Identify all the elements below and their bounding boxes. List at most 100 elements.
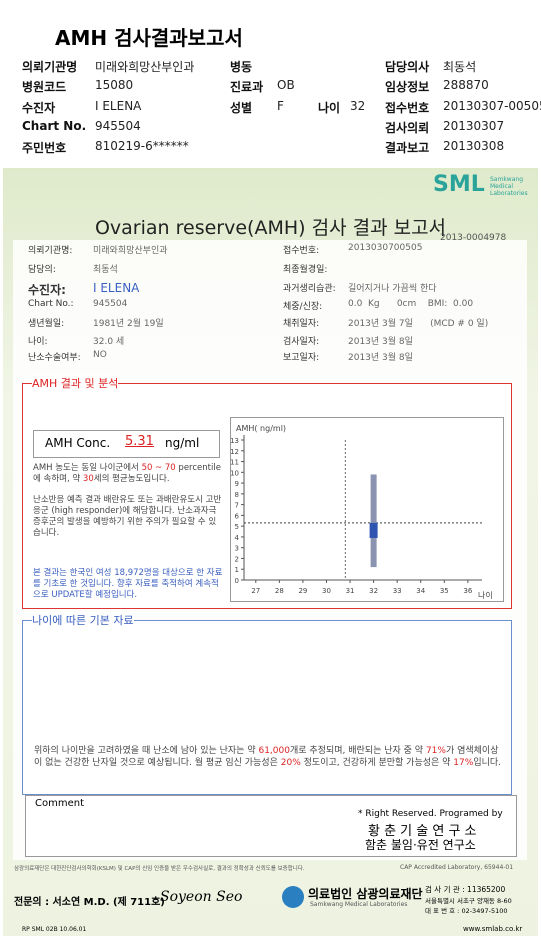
logo-mark [282,886,304,908]
field-value: 최동석 [443,60,477,74]
y-tick-label: 6 [235,512,240,520]
field-label: 나이: [28,337,48,347]
box [369,522,378,538]
field-label: 임상정보 [385,80,430,94]
y-tick-label: 8 [235,491,239,499]
field-value: 15080 [95,78,134,92]
field-value: 20130308 [443,139,505,153]
paragraph: 본 결과는 한국인 여성 18,972명을 대상으로 한 자료를 기초로 한 것… [33,568,223,600]
phone: 대 표 번 호 : 02-3497-5100 [425,907,508,915]
field-label: 나이 [318,101,341,115]
field-label: 병원코드 [22,80,67,94]
title: AMH 검사결과보고서 [55,26,243,50]
signature: Soyeon Seo [160,889,243,905]
chart-box [230,417,504,602]
field-label: 담당의사 [385,60,430,74]
range [370,474,377,568]
cap: CAP Accredited Laboratory, 65944-01 [400,864,514,871]
text-run: percentile에 속하며, 약 [33,463,221,484]
logo: SML [433,172,485,197]
y-tick-label: 13 [230,437,239,445]
field-value: 810219-6****** [95,139,189,153]
field-value: 20130307 [443,119,505,133]
field-label: 주민번호 [22,141,67,155]
conc-box [33,430,220,458]
y-tick-label: 5 [235,523,239,531]
lab-name: 황 춘 기 술 연 구 소 [368,824,477,839]
field-label: 검사의뢰 [385,121,430,135]
field-value: I ELENA [95,99,142,113]
comment-box [25,795,517,857]
field-label: 수진자: [28,283,66,297]
x-tick-label: 32 [369,587,378,595]
text-run: 71% [425,746,446,756]
paragraph: 난소반응 예측 결과 배란유도 또는 과배란유도시 고반응군 (high res… [33,495,222,538]
text-run: 세의 평균농도입니다. [93,474,170,484]
conc-unit: ng/ml [165,436,200,450]
field-label: 체중/신장: [283,302,323,312]
x-tick-label: 30 [322,587,331,595]
report-number: 2013-0004978 [440,233,507,243]
logo-sub: Samkwang Medical Laboratories [490,176,528,197]
field-label: 의뢰기관명 [22,60,78,74]
org-en: Samkwang Medical Laboratories [310,901,408,908]
text-run: 가 염색체이상이 없는 건강한 난자일 것으로 예상됩니다. 월 평균 임신 가… [34,746,499,768]
field-value: 20130307-00505 [443,99,541,113]
text-run: 정도이고, 건강하게 분만할 가능성은 약 [300,758,454,768]
report-title: Ovarian reserve(AMH) 검사 결과 보고서 [94,217,447,239]
field-label: 진료과 [230,80,264,94]
field-label: 보고일자: [283,353,320,363]
field-value: I ELENA [93,281,140,295]
text-run: 30 [82,474,94,484]
y-axis-label: AMH( ng/ml) [236,424,286,433]
y-tick-label: 11 [230,459,239,467]
field-label: 의뢰기관명: [28,246,73,256]
field-value: 최동석 [93,265,118,275]
y-tick-label: 2 [235,555,239,563]
field-value: OB [277,78,295,92]
y-tick-label: 9 [235,480,239,488]
field-value: 0.0 Kg 0cm BMI: 0.00 [348,299,474,309]
field-label: 접수번호 [385,101,430,115]
field-value: 288870 [443,78,489,92]
y-tick-label: 7 [235,502,239,510]
lab-name: 함춘 불임·유전 연구소 [365,838,476,852]
field-label: 성별 [230,101,253,115]
x-tick-label: 34 [416,587,425,595]
field-label: 접수번호: [283,246,320,256]
text-run: 20% [280,758,301,768]
text-run: 50 ~ 70 [141,463,176,473]
field-label: 수진자 [22,101,56,115]
conc-label: AMH Conc. [45,436,111,450]
address: 서울특별시 서초구 양재동 8-60 [425,897,512,905]
x-tick-label: 36 [463,587,472,595]
form: RP SML 02B 10.06.01 [22,926,87,933]
conc-value: 5.31 [125,434,154,449]
field-value: 1981년 2월 19일 [93,319,164,329]
basic-section [22,620,512,795]
comment-label: Comment [35,798,84,809]
text-run: 입니다. [473,758,502,768]
text-run: 61,000 [258,746,290,756]
text-run: 위하의 나이만을 고려하였을 때 난소에 남아 있는 난자는 약 [34,746,259,756]
field-value: 2013년 3월 8일 [348,353,413,363]
text-run: 개로 추정되며, 배란되는 난자 중 약 [289,746,426,756]
field-value: 미래와희망산부인과 [93,246,168,256]
x-axis-label: 나이 [478,590,493,600]
section-title: AMH 결과 및 분석 [32,375,119,391]
text-run: AMH 농도는 동일 나이군에서 [33,463,142,473]
field-label: 과거생리습관: [283,284,336,294]
section-title: 나이에 따른 기본 자료 [32,612,134,628]
field-value: 32.0 세 [93,337,125,347]
x-tick-label: 28 [275,587,284,595]
y-tick-label: 1 [235,566,239,574]
field-label: Chart No. [22,119,87,133]
field-label: 검사일자: [283,337,320,347]
field-label: 최종월경일: [283,265,328,275]
field-value: NO [93,350,107,360]
field-label: 담당의: [28,265,56,275]
field-label: 채취일자: [283,319,320,329]
field-value: 945504 [93,299,128,309]
field-value: 2013년 3월 8일 [348,337,413,347]
field-label: 생년월일: [28,319,65,329]
